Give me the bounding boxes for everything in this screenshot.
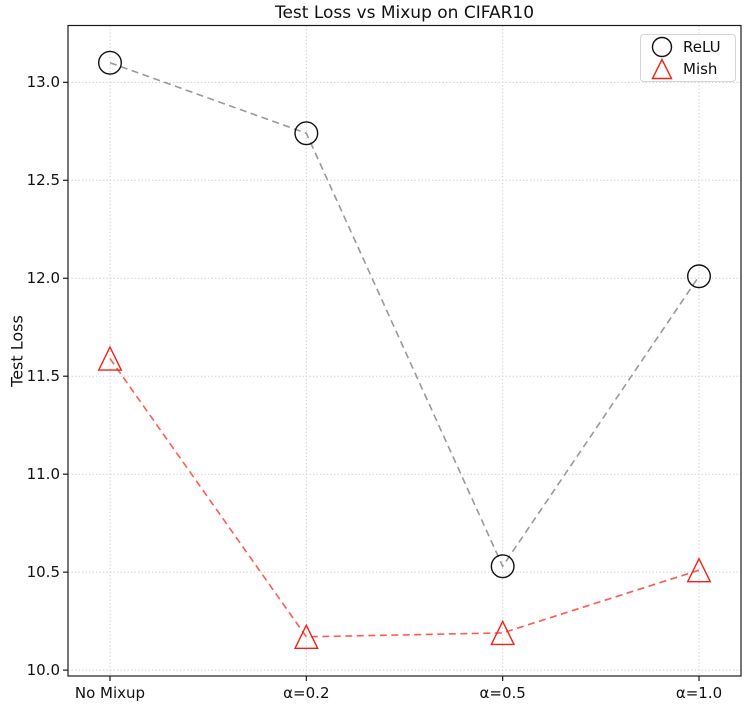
y-tick-label: 13.0 (26, 73, 60, 92)
data-point-mish (490, 619, 516, 646)
legend-label-mish: Mish (683, 60, 718, 78)
legend-label-relu: ReLU (683, 38, 721, 56)
data-point-relu (490, 554, 515, 579)
axes-box (67, 24, 742, 677)
legend: ReLU Mish (640, 34, 736, 82)
data-point-relu (97, 50, 122, 75)
legend-entry-relu: ReLU (641, 36, 735, 58)
x-tick-label: No Mixup (74, 684, 146, 702)
series-line-mish (109, 358, 700, 638)
plot-background (68, 25, 741, 676)
data-point-relu (294, 121, 319, 146)
y-tick-label: 12.0 (26, 269, 60, 288)
x-tick-label: α=0.2 (283, 684, 330, 702)
data-point-mish (686, 557, 712, 583)
chart-title: Test Loss vs Mixup on CIFAR10 (274, 3, 535, 23)
y-tick-label: 10.5 (26, 563, 60, 582)
x-tick-label: α=0.5 (479, 684, 526, 702)
x-tick-label: α=1.0 (675, 684, 723, 702)
relu-circle-marker-icon (651, 36, 673, 58)
legend-entry-mish: Mish (641, 57, 735, 80)
data-point-mish (293, 623, 319, 650)
data-point-mish (97, 345, 123, 371)
series-line-relu (109, 61, 700, 568)
y-tick-label: 11.0 (26, 465, 60, 484)
data-point-relu (687, 264, 712, 289)
y-tick-label: 12.5 (26, 171, 60, 190)
mish-triangle-marker-icon (651, 57, 673, 80)
y-tick-label: 10.0 (26, 661, 60, 680)
y-tick-label: 11.5 (26, 367, 60, 386)
